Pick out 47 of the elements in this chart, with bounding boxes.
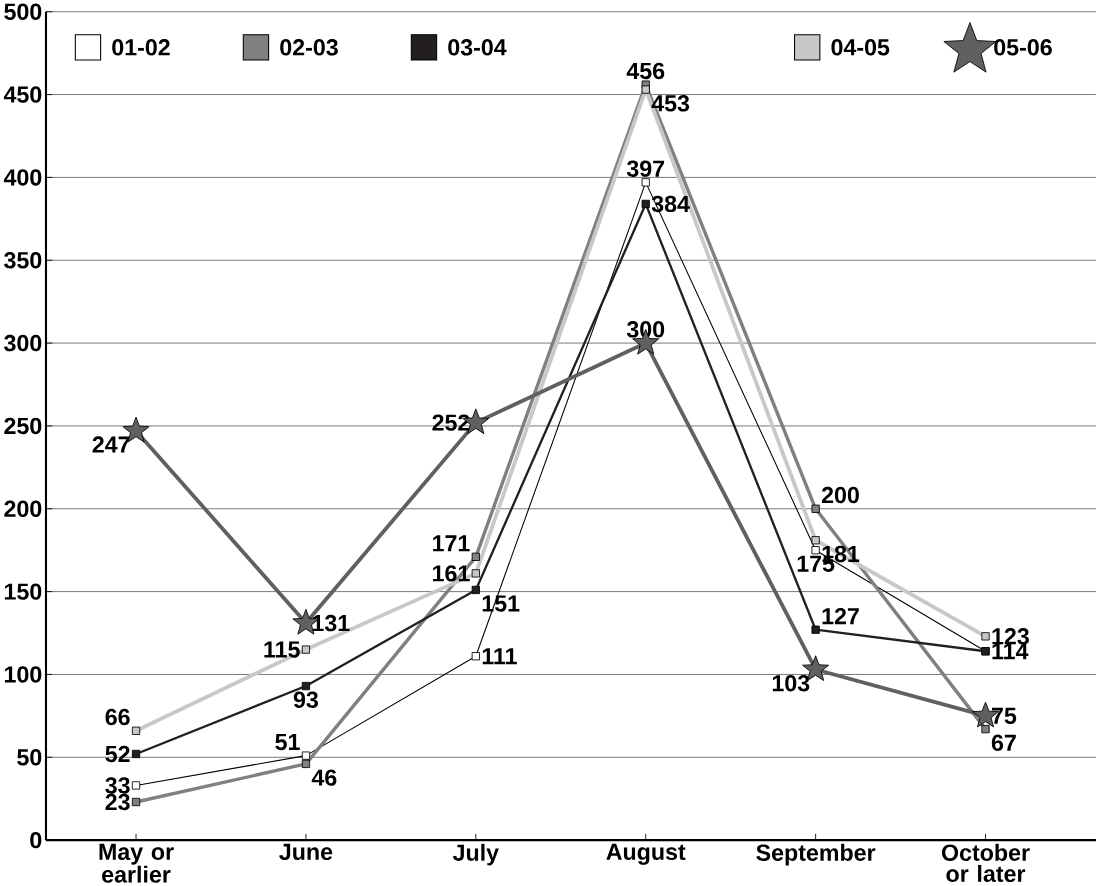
x-tick-label: August	[606, 843, 686, 865]
x-tick-label: September	[756, 843, 876, 866]
y-tick-label: 200	[4, 500, 42, 517]
data-label: 127	[822, 607, 859, 625]
y-tick-label: 400	[3, 169, 42, 186]
y-tick-label: 350	[4, 251, 42, 269]
y-tick-label: 450	[3, 86, 42, 103]
data-label: 23	[105, 793, 130, 811]
data-label: 66	[105, 708, 130, 726]
data-label: 111	[482, 648, 517, 665]
x-tick-label: October or later	[941, 843, 1030, 882]
data-label: 171	[433, 535, 470, 552]
data-label: 115	[264, 641, 300, 658]
legend-label: 04-05	[831, 38, 890, 56]
data-label: 103	[772, 674, 810, 692]
y-tick-label: 250	[4, 417, 42, 435]
data-label: 114	[992, 643, 1029, 660]
legend-label: 05-06	[994, 38, 1052, 56]
y-tick-label: 0	[30, 831, 42, 849]
y-tick-label: 50	[17, 748, 42, 766]
x-tick-label: June	[279, 843, 333, 860]
x-tick-label: May or earlier	[99, 843, 174, 883]
y-tick-label: 150	[4, 583, 42, 600]
data-label: 75	[992, 707, 1017, 724]
data-label: 123	[992, 627, 1029, 645]
data-label: 51	[275, 733, 300, 751]
data-label: 200	[821, 486, 859, 504]
data-label: 247	[92, 436, 130, 453]
data-label: 456	[626, 62, 665, 80]
y-tick-label: 100	[4, 666, 42, 683]
data-label: 33	[105, 777, 130, 794]
data-label: 397	[626, 160, 665, 177]
data-label: 93	[293, 691, 319, 708]
y-tick-label: 300	[4, 334, 42, 352]
data-label: 161	[433, 565, 470, 582]
legend-label: 01-02	[112, 38, 170, 56]
data-label: 453	[651, 94, 690, 112]
data-label: 52	[105, 745, 130, 763]
y-tick-label: 500	[4, 3, 42, 20]
legend-label: 02-03	[280, 38, 338, 56]
data-label: 46	[311, 769, 337, 786]
data-label: 131	[312, 614, 350, 632]
x-tick-label: July	[452, 843, 499, 866]
data-label: 300	[626, 320, 665, 338]
data-label: 252	[432, 414, 470, 431]
legend-label: 03-04	[448, 38, 507, 56]
data-label: 67	[991, 734, 1016, 751]
